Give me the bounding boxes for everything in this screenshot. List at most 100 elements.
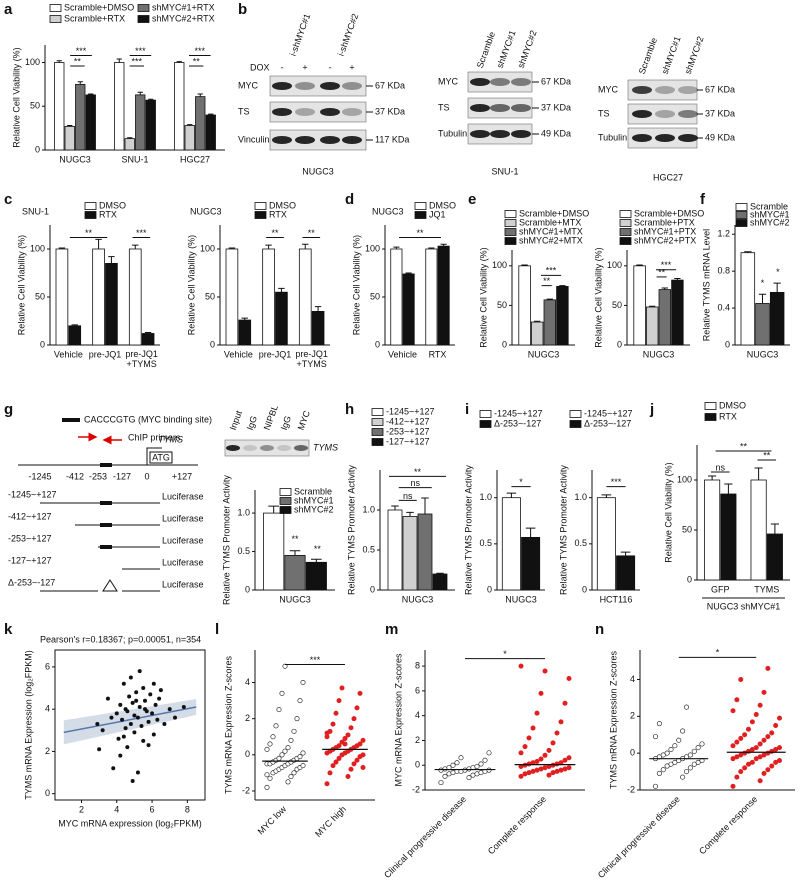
bar xyxy=(68,325,82,346)
point xyxy=(776,745,782,751)
point xyxy=(566,675,572,681)
point xyxy=(660,767,666,773)
point xyxy=(279,752,285,758)
blot-band xyxy=(295,108,315,116)
error-bar xyxy=(116,58,122,63)
point xyxy=(566,765,572,771)
size-label: 49 KDa xyxy=(705,132,735,142)
point xyxy=(730,708,736,714)
bar xyxy=(275,291,288,346)
point xyxy=(264,772,270,778)
panel-letter: e xyxy=(468,191,476,208)
x-tick-label: NUGC3 xyxy=(279,594,311,604)
legend-label: Δ-253~-127 xyxy=(584,418,631,428)
bar xyxy=(531,321,544,346)
y-axis-label: MYC mRNA Expression Z-scores xyxy=(393,653,403,787)
blot-band xyxy=(272,136,292,144)
error-bar xyxy=(71,324,78,326)
error-bar xyxy=(314,306,322,312)
bar xyxy=(390,248,403,346)
binding-site xyxy=(100,463,112,467)
point xyxy=(656,721,662,727)
bar xyxy=(671,279,684,346)
point xyxy=(139,724,144,729)
point xyxy=(357,690,363,696)
point xyxy=(120,717,125,722)
point xyxy=(342,741,348,747)
y-tick-label: 0 xyxy=(210,339,215,349)
y-axis-label: TYMS mRNA Expression Z-scores xyxy=(223,655,233,794)
y-tick-label: 100 xyxy=(25,57,40,67)
point xyxy=(132,713,137,718)
blot-caption: SNU-1 xyxy=(491,166,518,176)
point xyxy=(538,756,544,762)
panel-letter: i xyxy=(465,401,469,418)
significance-label: *** xyxy=(546,266,557,276)
blot-row-label: TS xyxy=(438,102,450,112)
atg-label: ATG xyxy=(152,452,170,462)
bar xyxy=(54,62,65,151)
x-tick-label: NUGC3 xyxy=(505,594,537,604)
significance-label: ** xyxy=(271,228,279,238)
reporter-label: Luciferase xyxy=(162,513,204,523)
point xyxy=(135,715,140,720)
point xyxy=(157,696,162,701)
size-label: 37 KDa xyxy=(541,102,571,112)
y-axis-label: Relative Cell Viability (%) xyxy=(186,235,196,335)
point xyxy=(181,705,186,710)
error-bar xyxy=(77,81,83,85)
y-tick-label: 6 xyxy=(415,685,420,695)
bar xyxy=(174,62,185,151)
treatment-sign: - xyxy=(281,62,284,72)
point xyxy=(357,741,363,747)
blot-band xyxy=(295,82,315,90)
error-bar xyxy=(770,523,779,534)
y-tick-label: 0 xyxy=(45,788,50,798)
point xyxy=(753,711,759,717)
error-bar xyxy=(649,305,656,307)
error-bar xyxy=(559,285,566,287)
reporter-label: Luciferase xyxy=(162,557,204,567)
significance-label: ns xyxy=(410,478,420,488)
significance-label: * xyxy=(519,477,523,487)
error-bar xyxy=(311,558,322,563)
point xyxy=(765,665,771,671)
panel-letter: k xyxy=(4,621,13,638)
panel-letter: m xyxy=(385,621,398,638)
bar xyxy=(92,248,105,346)
legend-label: -412~+127 xyxy=(386,416,430,426)
bar xyxy=(262,248,275,346)
point xyxy=(162,721,167,726)
point xyxy=(146,743,151,748)
significance-label: ns xyxy=(715,462,725,472)
blot-band xyxy=(511,104,531,112)
point xyxy=(288,737,294,743)
legend-swatch xyxy=(504,228,517,236)
legend-swatch xyxy=(371,418,384,426)
blot-band xyxy=(272,108,292,116)
blot-row-label: MYC xyxy=(238,80,259,90)
error-bar xyxy=(208,113,214,115)
point xyxy=(345,774,351,780)
blot-strip xyxy=(224,439,310,457)
point xyxy=(734,774,740,780)
significance-label: *** xyxy=(611,477,622,487)
y-axis-label: Relative Cell Viability (%) xyxy=(16,235,26,335)
legend-label: shMYC#1+RTX xyxy=(152,2,215,12)
point xyxy=(734,697,740,703)
point xyxy=(146,719,151,724)
point xyxy=(167,707,172,712)
point xyxy=(288,774,294,780)
y-tick-label: 2 xyxy=(630,711,635,721)
point xyxy=(264,746,270,752)
point xyxy=(282,748,288,754)
legend-label: shMYC#1 xyxy=(294,495,334,505)
legend-label: DMSO xyxy=(719,400,746,410)
point xyxy=(345,732,351,738)
plot-frame xyxy=(54,649,206,801)
error-bar xyxy=(521,264,528,266)
legend-swatch xyxy=(371,428,384,436)
blot-row-label: MYC xyxy=(598,84,619,94)
point xyxy=(324,730,330,736)
